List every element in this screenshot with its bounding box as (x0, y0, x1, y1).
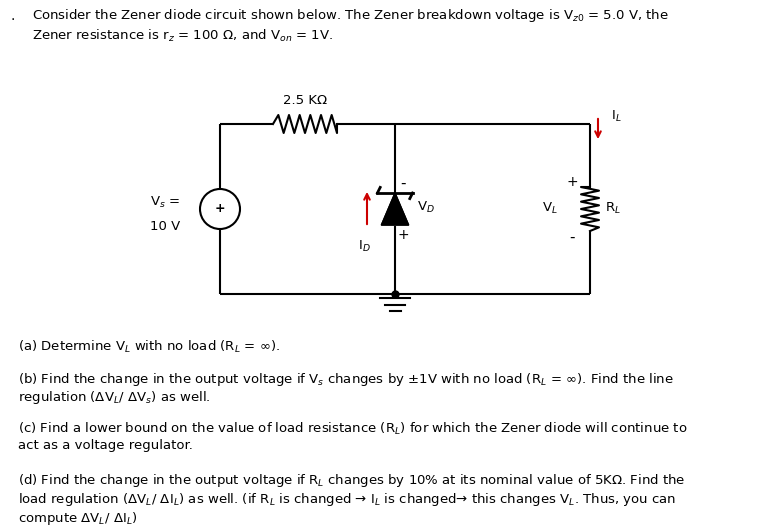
Text: Zener resistance is r$_z$ = 100 Ω, and V$_{on}$ = 1V.: Zener resistance is r$_z$ = 100 Ω, and V… (32, 28, 333, 44)
Text: 10 V: 10 V (150, 220, 180, 233)
Text: act as a voltage regulator.: act as a voltage regulator. (18, 439, 193, 452)
Polygon shape (381, 193, 408, 225)
Text: V$_L$: V$_L$ (542, 200, 558, 215)
Text: 2.5 KΩ: 2.5 KΩ (283, 94, 327, 107)
Text: -: - (570, 230, 575, 244)
Text: .: . (10, 9, 15, 23)
Text: regulation (ΔV$_L$/ ΔV$_s$) as well.: regulation (ΔV$_L$/ ΔV$_s$) as well. (18, 389, 211, 406)
Text: I$_L$: I$_L$ (611, 108, 622, 124)
Text: load regulation (ΔV$_L$/ ΔI$_L$) as well. (if R$_L$ is changed → I$_L$ is change: load regulation (ΔV$_L$/ ΔI$_L$) as well… (18, 491, 677, 508)
Text: (a) Determine V$_L$ with no load (R$_L$ = ∞).: (a) Determine V$_L$ with no load (R$_L$ … (18, 339, 280, 355)
Text: +: + (397, 228, 409, 242)
Text: I$_D$: I$_D$ (357, 239, 370, 254)
Text: +: + (567, 175, 578, 189)
Text: -: - (400, 176, 406, 190)
Text: (d) Find the change in the output voltage if R$_L$ changes by 10% at its nominal: (d) Find the change in the output voltag… (18, 472, 685, 489)
Text: V$_s$ =: V$_s$ = (150, 195, 180, 209)
Text: V$_D$: V$_D$ (417, 199, 435, 215)
Text: R$_L$: R$_L$ (605, 200, 621, 215)
Text: compute ΔV$_L$/ ΔI$_L$): compute ΔV$_L$/ ΔI$_L$) (18, 510, 138, 527)
Text: +: + (215, 203, 226, 215)
Text: (b) Find the change in the output voltage if V$_s$ changes by ±1V with no load (: (b) Find the change in the output voltag… (18, 371, 673, 388)
Text: Consider the Zener diode circuit shown below. The Zener breakdown voltage is V$_: Consider the Zener diode circuit shown b… (32, 7, 669, 24)
Text: (c) Find a lower bound on the value of load resistance (R$_L$) for which the Zen: (c) Find a lower bound on the value of l… (18, 421, 687, 437)
